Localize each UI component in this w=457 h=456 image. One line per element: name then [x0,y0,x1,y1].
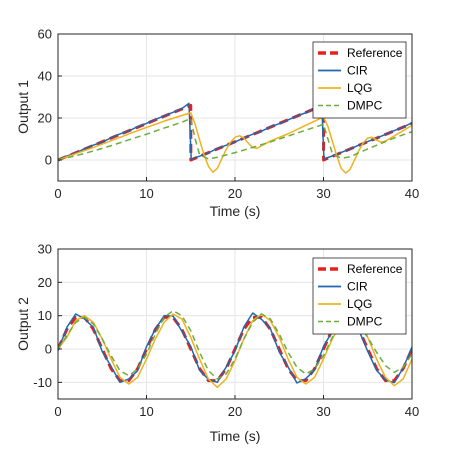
legend-label-reference: Reference [347,46,403,60]
legend-2: Reference CIR LQG DMPC [312,257,407,335]
legend-label-cir: CIR [347,64,368,78]
series-line-cir [58,102,412,161]
y-tick-label: 30 [38,242,52,257]
y-tick-label: 0 [45,153,52,168]
y-tick-label: 0 [45,342,52,357]
legend-label-cir: CIR [347,280,368,294]
legend-label-lqg: LQG [347,297,372,311]
x-tick-label: 40 [405,404,419,419]
x-axis-label-1: Time (s) [210,203,261,219]
y-axis-label-2: Output 2 [15,297,31,351]
legend-1: Reference CIR LQG DMPC [312,41,407,119]
y-tick-label: 20 [38,275,52,290]
legend-label-dmpc: DMPC [347,315,383,329]
ticks-1: 0 10 20 30 40 0 20 40 60 [38,27,420,202]
x-axis-label-2: Time (s) [210,428,261,444]
x-tick-label: 10 [139,404,153,419]
series-line-lqg [58,112,412,174]
y-tick-label: 20 [38,111,52,126]
y-tick-label: 10 [38,308,52,323]
legend-label-lqg: LQG [347,81,372,95]
x-tick-label: 30 [316,404,330,419]
x-tick-label: 40 [405,186,419,201]
y-tick-label: -10 [33,375,52,390]
legend-label-reference: Reference [347,262,403,276]
legend-label-dmpc: DMPC [347,99,383,113]
x-tick-label: 20 [228,404,242,419]
series-line-dmpc [58,117,412,161]
chart-output-1: 0 10 20 30 40 0 20 40 60 Time (s) Output 1 Refer… [15,27,419,220]
y-axis-label-1: Output 1 [15,80,31,134]
y-tick-label: 40 [38,69,52,84]
x-tick-label: 0 [54,186,61,201]
series-group-1 [58,102,412,174]
x-tick-label: 10 [139,186,153,201]
x-tick-label: 0 [54,404,61,419]
y-tick-label: 60 [38,27,52,42]
x-tick-label: 30 [316,186,330,201]
x-tick-label: 20 [228,186,242,201]
